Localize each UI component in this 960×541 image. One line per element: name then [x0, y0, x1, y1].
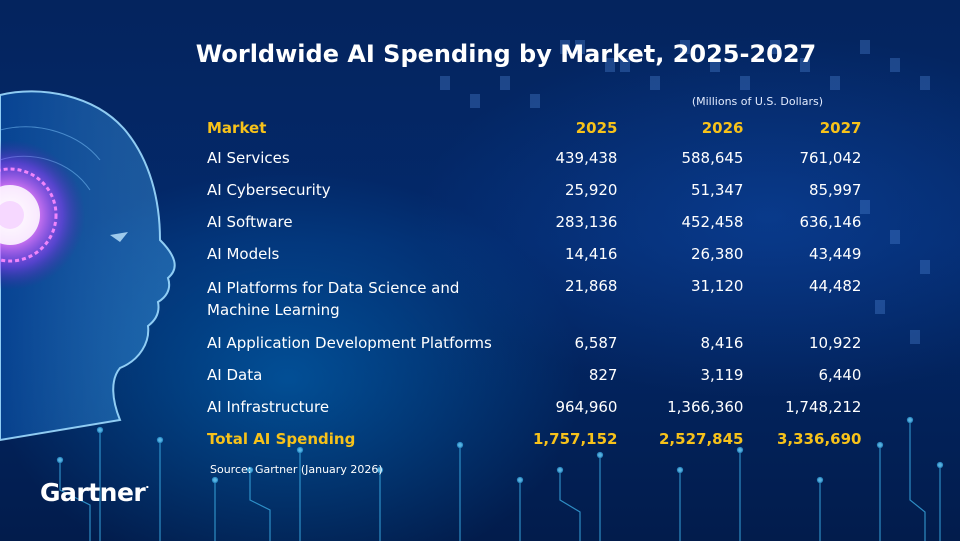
value-2025: 439,438: [555, 149, 618, 167]
total-2027: 3,336,690: [777, 430, 862, 448]
value-2026: 3,119: [700, 366, 744, 384]
source-note: Source: Gartner (January 2026): [210, 463, 383, 476]
units-label: (Millions of U.S. Dollars): [691, 95, 823, 108]
total-row: Total AI Spending 1,757,152 2,527,845 3,…: [201, 423, 865, 455]
logo-text: Gartner: [40, 478, 146, 507]
table-row: AI Infrastructure 964,960 1,366,360 1,74…: [201, 391, 865, 423]
value-2026: 51,347: [690, 181, 744, 199]
column-header-2025: 2025: [575, 119, 618, 137]
column-header-market: Market: [207, 119, 267, 137]
table-row: AI Application Development Platforms 6,5…: [201, 327, 865, 359]
chart-title: Worldwide AI Spending by Market, 2025-20…: [195, 40, 817, 68]
gartner-logo: Gartner.: [40, 478, 149, 507]
value-2026: 26,380: [690, 245, 744, 263]
table-row: AI Cybersecurity 25,920 51,347 85,997: [201, 174, 865, 206]
market-label: AI Application Development Platforms: [207, 334, 492, 352]
value-2026: 452,458: [681, 213, 744, 231]
value-2025: 6,587: [574, 334, 618, 352]
value-2027: 1,748,212: [785, 398, 862, 416]
data-grid-pattern: [440, 40, 930, 344]
total-2026: 2,527,845: [659, 430, 744, 448]
value-2027: 10,922: [808, 334, 862, 352]
table-header-row: Market 2025 2026 2027: [201, 114, 865, 142]
value-2025: 964,960: [555, 398, 618, 416]
value-2027: 85,997: [808, 181, 862, 199]
column-header-2026: 2026: [701, 119, 744, 137]
total-label: Total AI Spending: [207, 430, 356, 448]
value-2025: 283,136: [555, 213, 618, 231]
table-row: AI Software 283,136 452,458 636,146: [201, 206, 865, 238]
column-header-2027: 2027: [819, 119, 862, 137]
value-2027: 44,482: [808, 277, 862, 295]
value-2025: 14,416: [564, 245, 618, 263]
logo-dot: .: [145, 478, 149, 491]
market-label: AI Data: [207, 366, 263, 384]
value-2027: 761,042: [799, 149, 862, 167]
circuit-lines: [56, 416, 944, 541]
market-label: AI Platforms for Data Science and Machin…: [207, 278, 460, 319]
value-2025: 25,920: [564, 181, 618, 199]
table-row: AI Data 827 3,119 6,440: [201, 359, 865, 391]
value-2025: 21,868: [564, 277, 618, 295]
market-label: AI Cybersecurity: [207, 181, 331, 199]
value-2026: 31,120: [690, 277, 744, 295]
spending-table: Market 2025 2026 2027 AI Services 439,43…: [201, 114, 865, 455]
value-2026: 1,366,360: [667, 398, 744, 416]
value-2026: 8,416: [700, 334, 744, 352]
table-row: AI Models 14,416 26,380 43,449: [201, 238, 865, 270]
ai-head-illustration: [0, 90, 176, 442]
value-2027: 6,440: [818, 366, 862, 384]
market-label: AI Services: [207, 149, 290, 167]
table-row: AI Services 439,438 588,645 761,042: [201, 142, 865, 174]
value-2027: 636,146: [799, 213, 862, 231]
value-2026: 588,645: [681, 149, 744, 167]
value-2027: 43,449: [808, 245, 862, 263]
table-row: AI Platforms for Data Science and Machin…: [201, 270, 865, 327]
market-label: AI Software: [207, 213, 293, 231]
market-label: AI Models: [207, 245, 280, 263]
market-label: AI Infrastructure: [207, 398, 330, 416]
value-2025: 827: [588, 366, 618, 384]
total-2025: 1,757,152: [533, 430, 618, 448]
